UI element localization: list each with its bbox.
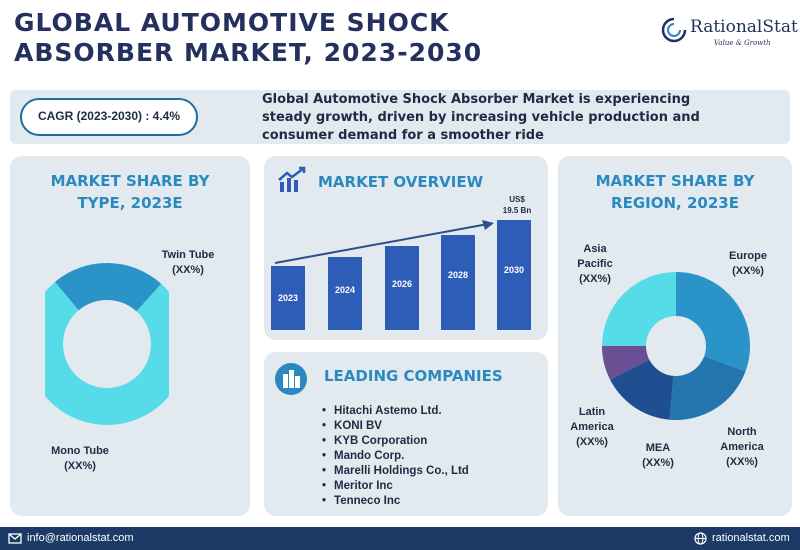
north-america-label: North America (XX%) [712, 425, 772, 470]
asia-pacific-name: Asia Pacific [577, 243, 613, 270]
market-overview-title: MARKET OVERVIEW [318, 173, 484, 191]
bar-label-2030: 2030 [503, 265, 525, 275]
bar-label-2028: 2028 [447, 270, 469, 280]
market-summary: Global Automotive Shock Absorber Market … [262, 92, 700, 143]
market-value-currency: US$ [509, 195, 525, 204]
company-item: KYB Corporation [322, 434, 469, 449]
latin-america-value: (XX%) [576, 436, 608, 448]
north-america-value: (XX%) [726, 456, 758, 468]
company-item: Hitachi Astemo Ltd. [322, 404, 469, 419]
latin-america-name: Latin America [570, 406, 614, 433]
mono-tube-label: Mono Tube (XX%) [40, 444, 120, 474]
bar-label-2023: 2023 [277, 293, 299, 303]
mono-tube-name: Mono Tube [51, 445, 109, 457]
north-america-name: North America [720, 426, 764, 453]
growth-chart-icon [278, 166, 306, 192]
company-item: Marelli Holdings Co., Ltd [322, 464, 469, 479]
twin-tube-label: Twin Tube (XX%) [148, 248, 228, 278]
region-share-panel [558, 156, 792, 516]
europe-label: Europe (XX%) [718, 249, 778, 279]
type-twin-tube-slice [45, 281, 169, 425]
region-latin-america-slice [602, 346, 650, 380]
growth-trend-arrow [274, 220, 494, 264]
europe-name: Europe [729, 250, 767, 262]
region-mea-slice [610, 359, 674, 420]
asia-pacific-value: (XX%) [579, 273, 611, 285]
leading-companies-title: LEADING COMPANIES [324, 367, 503, 385]
mea-value: (XX%) [642, 457, 674, 469]
logo-tagline: Value & Growth [714, 39, 771, 47]
region-north-america-slice [669, 356, 746, 420]
region-donut-chart [602, 272, 750, 420]
page-title: GLOBAL AUTOMOTIVE SHOCK ABSORBER MARKET,… [14, 8, 482, 68]
footer-bar: info@rationalstat.com rationalstat.com [0, 527, 800, 550]
mail-icon [8, 533, 22, 544]
mea-label: MEA (XX%) [638, 441, 678, 471]
twin-tube-name: Twin Tube [161, 249, 215, 261]
bar-2028 [441, 235, 475, 330]
rationalstat-logo: RationalStat Value & Growth [660, 14, 798, 50]
market-value-amount: 19.5 Bn [502, 206, 532, 215]
region-asia-pacific-slice [602, 272, 676, 346]
buildings-icon [275, 363, 307, 395]
bar-label-2024: 2024 [334, 285, 356, 295]
footer-website[interactable]: rationalstat.com [712, 532, 790, 544]
bar-2024 [328, 257, 362, 330]
mono-tube-value: (XX%) [64, 460, 96, 472]
company-list: Hitachi Astemo Ltd. KONI BV KYB Corporat… [322, 404, 469, 509]
europe-value: (XX%) [732, 265, 764, 277]
type-share-title: MARKET SHARE BY TYPE, 2023E [50, 172, 210, 212]
mea-name: MEA [645, 442, 671, 454]
region-share-title: MARKET SHARE BY REGION, 2023E [595, 172, 755, 212]
type-donut-chart [45, 263, 169, 425]
type-mono-tube-slice [54, 263, 162, 312]
logo-swirl-icon [661, 17, 687, 43]
company-item: Mando Corp. [322, 449, 469, 464]
asia-pacific-label: Asia Pacific (XX%) [560, 242, 630, 287]
company-item: KONI BV [322, 419, 469, 434]
bar-2030 [497, 220, 531, 330]
region-europe-slice [676, 272, 750, 372]
latin-america-label: Latin America (XX%) [560, 405, 624, 450]
logo-name: RationalStat [690, 17, 798, 37]
title-line-2: ABSORBER MARKET, 2023-2030 [14, 38, 483, 67]
company-item: Tenneco Inc [322, 494, 469, 509]
company-item: Meritor Inc [322, 479, 469, 494]
title-line-1: GLOBAL AUTOMOTIVE SHOCK [14, 8, 450, 37]
market-value-label: US$ 19.5 Bn [497, 194, 537, 216]
bar-2026 [385, 246, 419, 330]
bar-label-2026: 2026 [391, 279, 413, 289]
footer-email[interactable]: info@rationalstat.com [27, 532, 134, 544]
cagr-badge: CAGR (2023-2030) : 4.4% [20, 98, 198, 136]
twin-tube-value: (XX%) [172, 264, 204, 276]
bar-2023 [271, 266, 305, 330]
globe-icon [694, 532, 707, 545]
